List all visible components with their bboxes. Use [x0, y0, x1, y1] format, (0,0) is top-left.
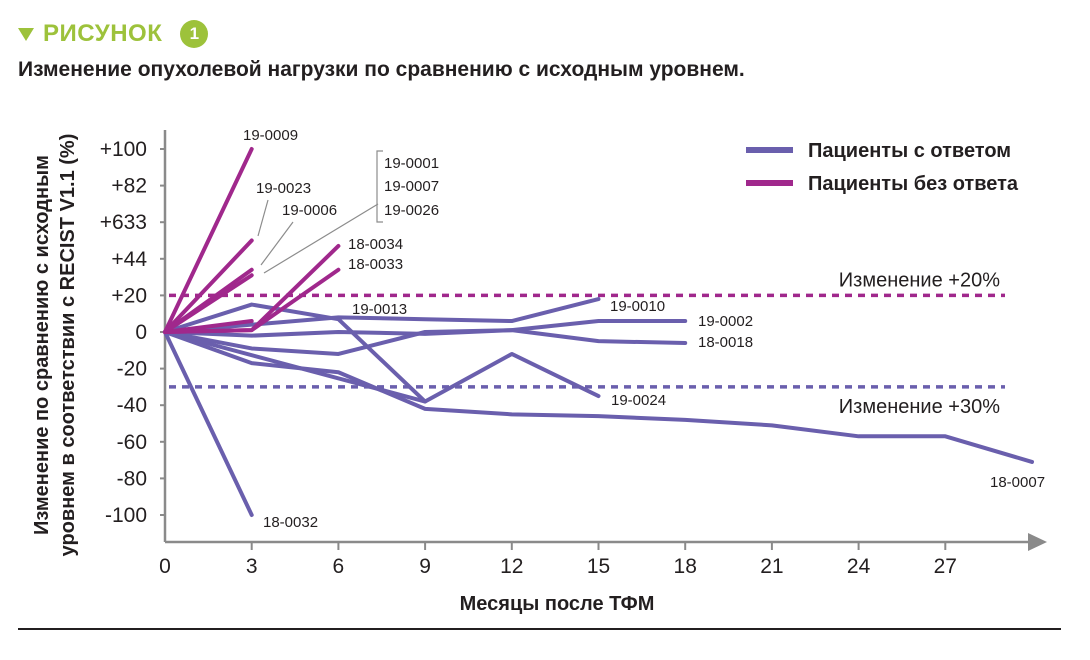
legend-label: Пациенты с ответом [808, 140, 1011, 162]
x-tick-label: 6 [333, 555, 345, 578]
series-line-18-0018 [163, 328, 688, 356]
series-label-18-0034: 18-0034 [348, 236, 403, 253]
y-tick-label: +100 [100, 138, 147, 161]
x-tick-label: 9 [419, 555, 431, 578]
x-tick-label: 15 [587, 555, 610, 578]
y-tick-label: +82 [111, 175, 147, 198]
series-lines [163, 147, 1034, 517]
y-axis-title-line-2: уровнем в соответствии с RECIST V1.1 (%) [57, 134, 79, 557]
figure-label: РИСУНОК [43, 20, 163, 47]
threshold-label: Изменение +20% [839, 269, 1000, 291]
y-tick-label: +44 [111, 248, 147, 271]
leader-line [257, 199, 269, 237]
figure-header: РИСУНОК 1 [18, 20, 209, 48]
leader-line [263, 203, 379, 274]
series-line-18-0032 [163, 330, 254, 517]
x-tick-label: 0 [159, 555, 171, 578]
series-label-18-0032: 18-0032 [263, 514, 318, 531]
y-tick-label: -20 [117, 358, 147, 381]
threshold-lines: Изменение +20% Изменение +30% [169, 269, 1005, 418]
x-tick-label: 12 [500, 555, 523, 578]
series-label-19-0001: 19-0001 [384, 155, 439, 172]
y-tick-label: -40 [117, 394, 147, 417]
x-tick-label: 3 [246, 555, 258, 578]
series-label-18-0007: 18-0007 [990, 474, 1045, 491]
legend-label: Пациенты без ответа [808, 173, 1019, 195]
bottom-divider [18, 628, 1061, 630]
series-label-19-0013: 19-0013 [352, 301, 407, 318]
y-axis-title-line-1: Изменение по сравнению с исходным [31, 155, 53, 535]
series-label-19-0010: 19-0010 [610, 298, 665, 315]
series-line-19-0001 [163, 273, 254, 334]
series-line-19-0023 [163, 238, 254, 334]
x-tick-label: 24 [847, 555, 871, 578]
x-axis-arrow-icon [1028, 533, 1047, 551]
series-label-19-0024: 19-0024 [611, 392, 666, 409]
series-label-19-0006: 19-0006 [282, 202, 337, 219]
y-tick-label: -80 [117, 467, 147, 490]
series-line-19-0009 [163, 147, 254, 334]
triangle-marker-icon [18, 27, 34, 41]
y-tick-label: 0 [135, 321, 147, 344]
x-axis-title: Месяцы после ТФМ [460, 593, 655, 615]
series-labels: 19-0009 19-0023 19-0006 19-0001 19-0007 19-00… [243, 127, 1045, 531]
y-tick-label: +633 [100, 211, 147, 234]
y-tick-label: -60 [117, 431, 147, 454]
series-label-19-0023: 19-0023 [256, 180, 311, 197]
x-tick-label: 21 [760, 555, 783, 578]
label-bracket [376, 150, 383, 223]
series-line-19-0010 [163, 297, 601, 334]
x-tick-label: 18 [674, 555, 697, 578]
figure-number-badge: 1 [180, 20, 209, 48]
series-label-18-0018: 18-0018 [698, 334, 753, 351]
series-label-19-0009: 19-0009 [243, 127, 298, 144]
leader-line [260, 221, 294, 266]
series-label-19-0002: 19-0002 [698, 313, 753, 330]
series-line-19-0013 [163, 302, 428, 404]
series-line-18-0007 [163, 330, 1034, 464]
figure-title: Изменение опухолевой нагрузки по сравнен… [18, 58, 745, 81]
y-tick-label: +20 [111, 284, 147, 307]
series-label-19-0026: 19-0026 [384, 202, 439, 219]
series-label-19-0007: 19-0007 [384, 178, 439, 195]
series-label-18-0033: 18-0033 [348, 256, 403, 273]
x-tick-label: 27 [934, 555, 957, 578]
threshold-label: Изменение +30% [839, 396, 1000, 418]
y-tick-label: -100 [105, 504, 147, 527]
legend: Пациенты с ответом Пациенты без ответа [746, 140, 1019, 195]
series-line-18-0033 [163, 267, 341, 334]
